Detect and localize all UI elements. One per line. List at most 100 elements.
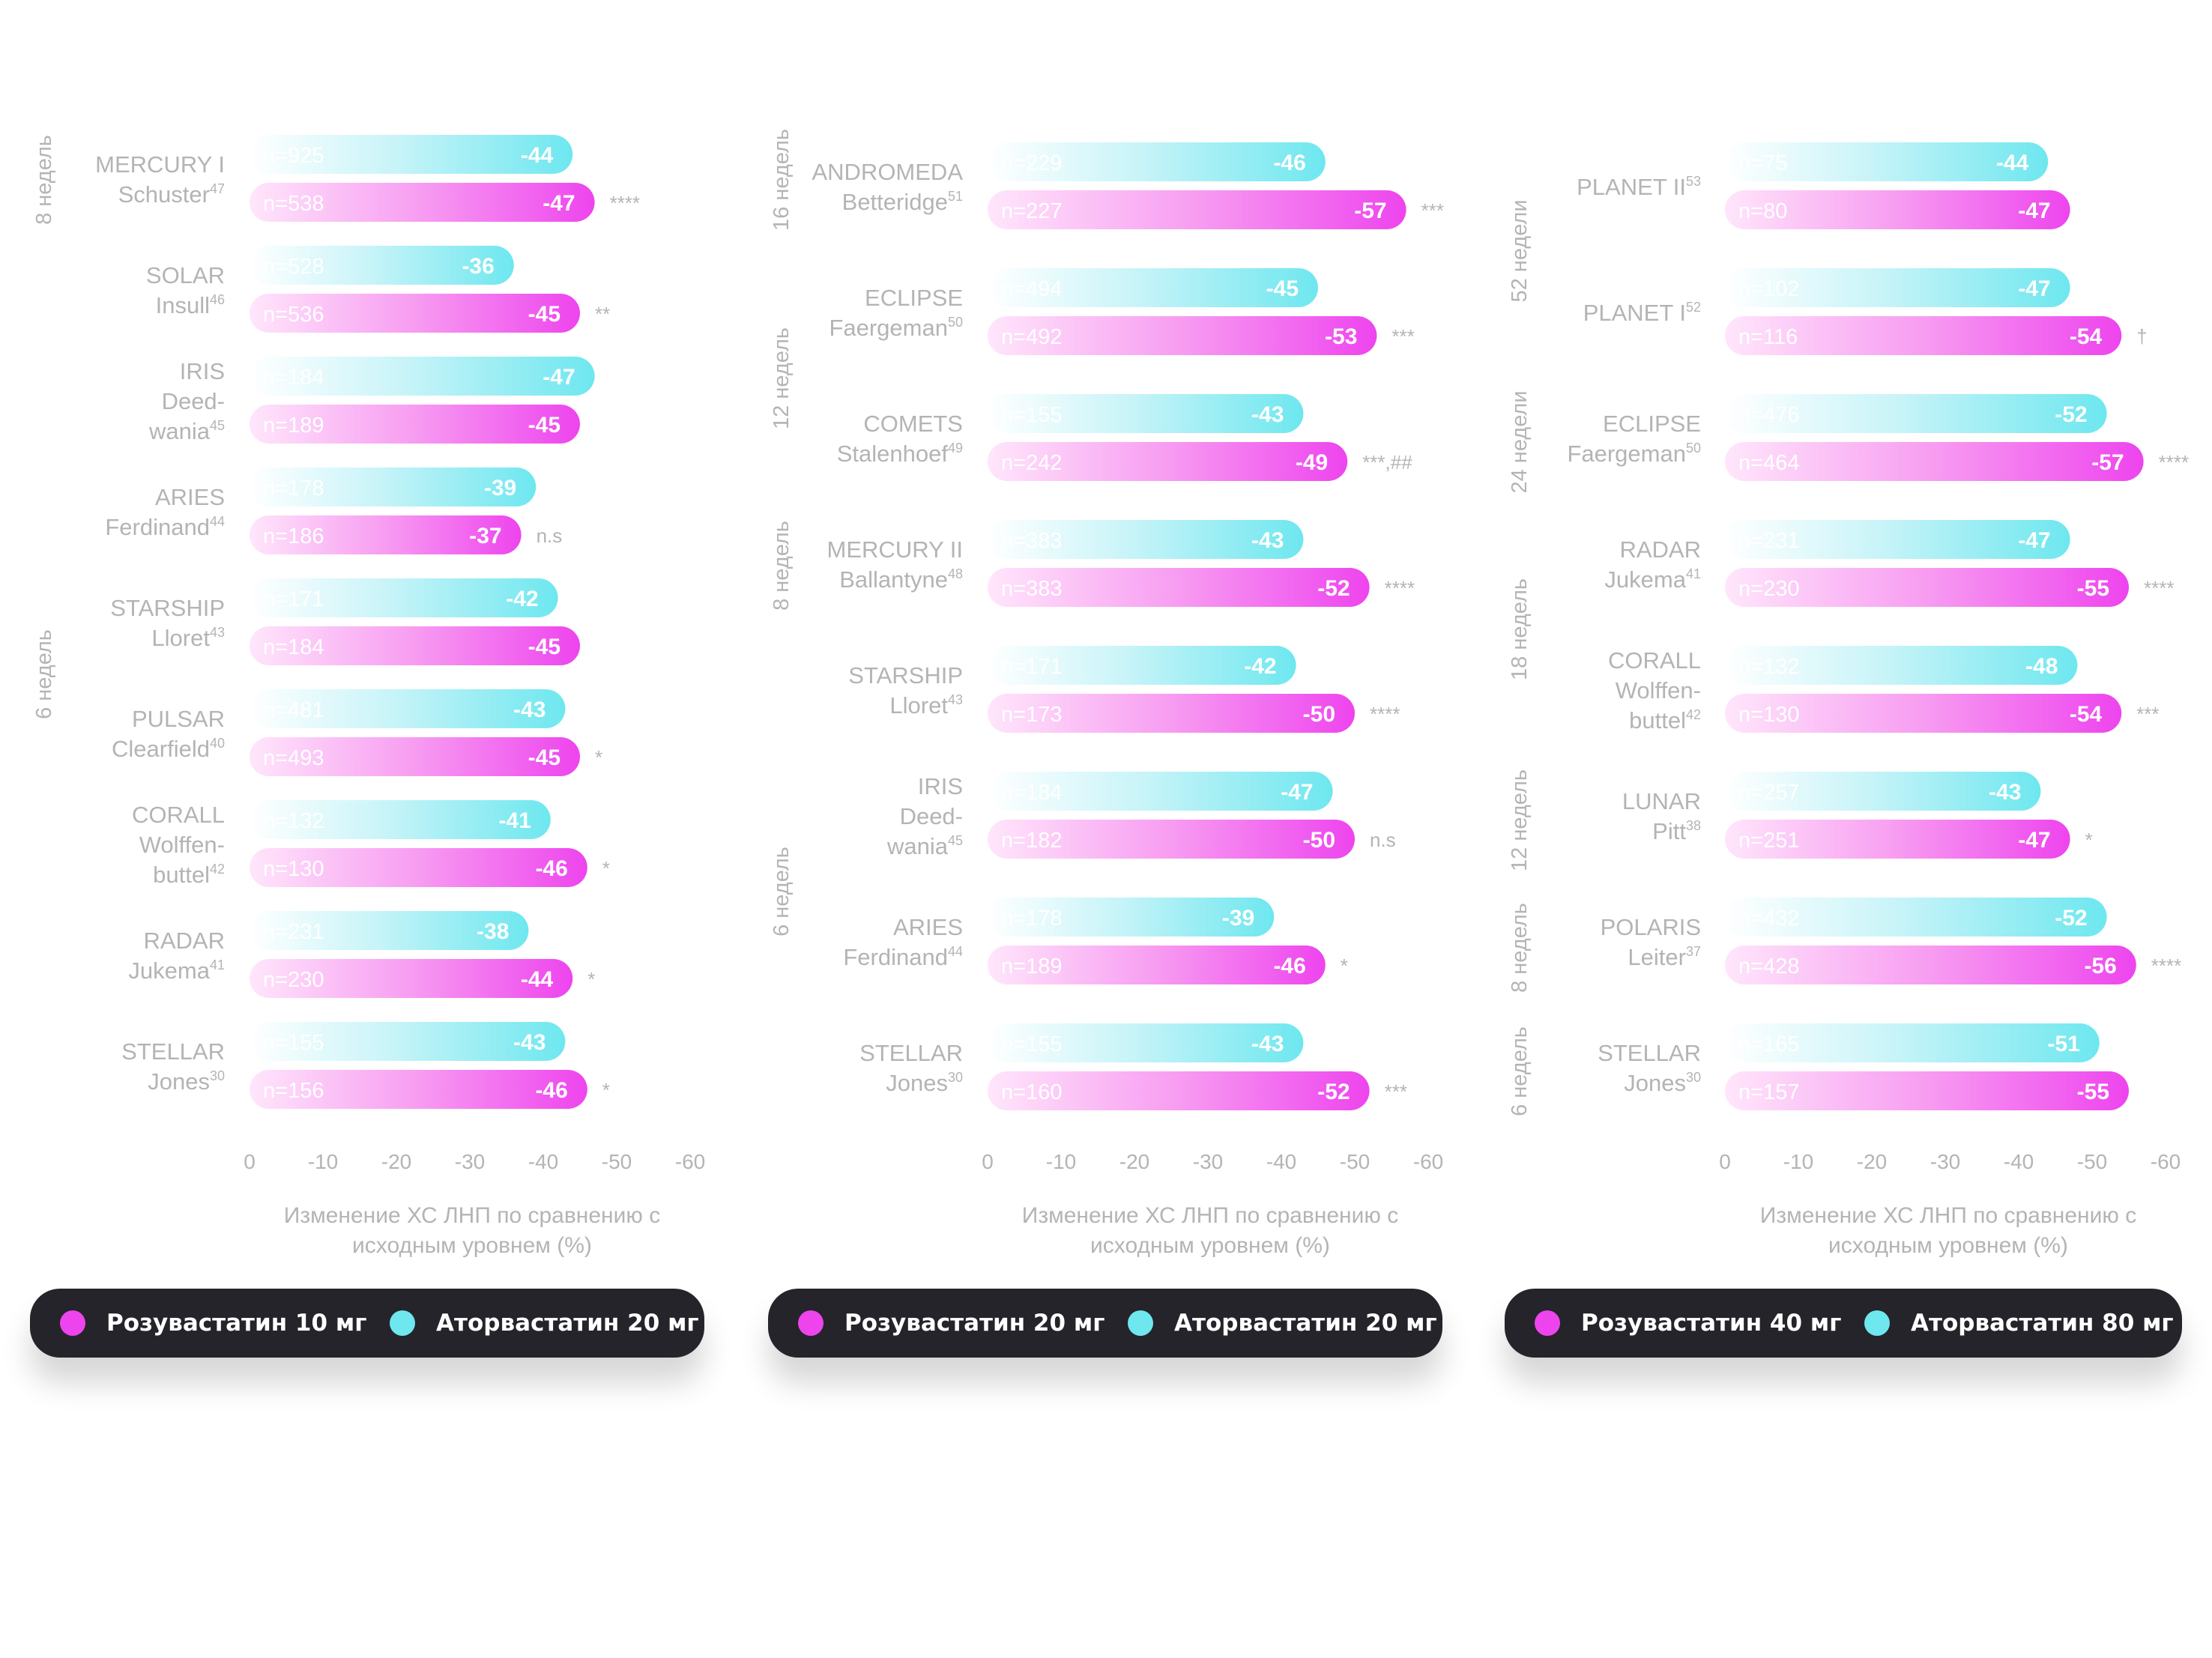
study-ref: 44 bbox=[948, 944, 963, 959]
tick-label: -10 bbox=[308, 1150, 338, 1173]
legend-label: Аторвастатин 80 мг bbox=[1911, 1310, 2174, 1337]
study-ref: 30 bbox=[210, 1068, 225, 1083]
study-ref: 37 bbox=[1686, 944, 1701, 959]
study-name: Jones30 bbox=[1624, 1070, 1701, 1096]
significance-label: * bbox=[602, 857, 610, 880]
value-label: -57 bbox=[2091, 450, 2124, 475]
legend-label: Аторвастатин 20 мг bbox=[436, 1310, 699, 1337]
period-label: 8 недель bbox=[770, 521, 794, 611]
significance-label: * bbox=[602, 1079, 610, 1101]
value-label: -45 bbox=[528, 745, 560, 770]
sample-size-label: n=75 bbox=[1738, 151, 1787, 175]
study-name: STARSHIP bbox=[848, 662, 963, 689]
study-row: POLARIS Leiter37 n=432 -52 n=428 -56 **** bbox=[1601, 898, 2181, 984]
sample-size-label: n=155 bbox=[1001, 403, 1062, 427]
bar-atorvastatin bbox=[250, 357, 595, 396]
value-label: -39 bbox=[1222, 906, 1254, 931]
sample-size-label: n=184 bbox=[1001, 781, 1062, 805]
bar-atorvastatin bbox=[250, 800, 551, 839]
study-name: MERCURY II bbox=[827, 536, 963, 563]
legend-item-rosuvastatin: Розувастатин 10 мг bbox=[60, 1289, 366, 1358]
bar-atorvastatin bbox=[1725, 394, 2107, 433]
bar-rosuvastatin bbox=[250, 737, 580, 776]
study-name: Lloret43 bbox=[151, 625, 225, 651]
study-name: buttel42 bbox=[153, 862, 225, 888]
tick-label: -30 bbox=[455, 1150, 485, 1173]
study-row: STARSHIP Lloret43 n=171 -42 n=184 -45 bbox=[110, 578, 580, 665]
tick-label: -50 bbox=[2077, 1150, 2107, 1173]
study-ref: 50 bbox=[1686, 441, 1701, 456]
value-label: -47 bbox=[2018, 828, 2050, 853]
bar-atorvastatin bbox=[1725, 1023, 2100, 1062]
tick-label: -40 bbox=[528, 1150, 558, 1173]
significance-label: * bbox=[595, 746, 602, 769]
study-ref: 51 bbox=[948, 189, 963, 204]
study-name: PULSAR bbox=[132, 706, 225, 732]
bar-atorvastatin bbox=[1725, 520, 2070, 559]
value-label: -43 bbox=[1251, 1032, 1284, 1056]
legend-item-atorvastatin: Аторвастатин 80 мг bbox=[1864, 1289, 2174, 1358]
study-name: ARIES bbox=[155, 484, 225, 510]
significance-label: n.s bbox=[1370, 829, 1396, 851]
legend-panel-2: Розувастатин 20 мг Аторвастатин 20 мг bbox=[768, 1289, 1442, 1358]
tick-label: -20 bbox=[1857, 1150, 1887, 1173]
tick-label: -60 bbox=[1413, 1150, 1443, 1173]
bar-atorvastatin bbox=[250, 1022, 566, 1061]
sample-size-label: n=130 bbox=[263, 857, 324, 881]
bar-rosuvastatin bbox=[250, 959, 573, 998]
study-ref: 30 bbox=[1686, 1070, 1701, 1085]
period-label: 18 недель bbox=[1508, 578, 1532, 680]
study-name: wania45 bbox=[148, 418, 225, 444]
study-name: Jones30 bbox=[886, 1070, 963, 1096]
bar-atorvastatin bbox=[988, 646, 1296, 685]
study-name: Leiter37 bbox=[1628, 944, 1701, 970]
value-label: -57 bbox=[1354, 199, 1386, 223]
sample-size-label: n=493 bbox=[263, 746, 324, 770]
legend-label: Розувастатин 20 мг bbox=[844, 1310, 1105, 1337]
sample-size-label: n=383 bbox=[1001, 577, 1062, 601]
tick-label: -20 bbox=[381, 1150, 411, 1173]
bar-rosuvastatin bbox=[250, 294, 580, 333]
bar-rosuvastatin bbox=[988, 442, 1348, 481]
study-name: RADAR bbox=[143, 928, 225, 954]
significance-label: n.s bbox=[537, 524, 563, 547]
study-name: Ferdinand44 bbox=[843, 944, 963, 970]
value-label: -43 bbox=[1989, 780, 2021, 805]
value-label: -50 bbox=[1303, 828, 1335, 853]
sample-size-label: n=178 bbox=[263, 476, 324, 500]
study-name: MERCURY I bbox=[95, 151, 225, 178]
bar-atorvastatin bbox=[988, 268, 1318, 307]
sample-size-label: n=132 bbox=[263, 809, 324, 833]
value-label: -43 bbox=[513, 698, 546, 722]
value-label: -52 bbox=[2055, 402, 2087, 427]
value-label: -44 bbox=[1996, 151, 2029, 175]
sample-size-label: n=165 bbox=[1738, 1032, 1799, 1056]
sample-size-label: n=536 bbox=[263, 303, 324, 327]
bar-atorvastatin bbox=[988, 772, 1333, 811]
sample-size-label: n=231 bbox=[1738, 529, 1799, 553]
study-row: CORALL Wolffen-buttel42 n=132 -41 n=130 -46 * bbox=[132, 800, 610, 888]
bar-rosuvastatin bbox=[988, 1071, 1370, 1110]
study-row: RADAR Jukema41 n=231 -38 n=230 -44 * bbox=[128, 911, 595, 998]
study-ref: 52 bbox=[1686, 300, 1701, 315]
sample-size-label: n=132 bbox=[1738, 655, 1799, 679]
bar-rosuvastatin bbox=[250, 626, 580, 665]
value-label: -43 bbox=[1251, 528, 1284, 553]
sample-size-label: n=182 bbox=[1001, 829, 1062, 853]
sample-size-label: n=173 bbox=[1001, 703, 1062, 727]
study-name: Stalenhoef49 bbox=[837, 441, 963, 467]
bar-rosuvastatin bbox=[988, 946, 1326, 984]
bar-rosuvastatin bbox=[988, 190, 1406, 229]
study-name: PLANET I52 bbox=[1583, 300, 1701, 326]
study-name: RADAR bbox=[1619, 536, 1701, 563]
bar-atorvastatin bbox=[988, 898, 1275, 937]
study-row: ECLIPSE Faergeman50 n=476 -52 n=464 -57 **** bbox=[1567, 394, 2189, 481]
value-label: -47 bbox=[2018, 528, 2050, 553]
study-name: STELLAR bbox=[1598, 1040, 1701, 1066]
period-label: 24 недели bbox=[1508, 390, 1532, 493]
sample-size-label: n=80 bbox=[1738, 199, 1787, 223]
value-label: -54 bbox=[2070, 702, 2103, 727]
study-ref: 40 bbox=[210, 736, 225, 751]
study-ref: 43 bbox=[210, 625, 225, 640]
chart-panel-3: PLANET II53 n=75 -44 n=80 -47 PLANET I52 n=102… bbox=[1508, 135, 2189, 1258]
